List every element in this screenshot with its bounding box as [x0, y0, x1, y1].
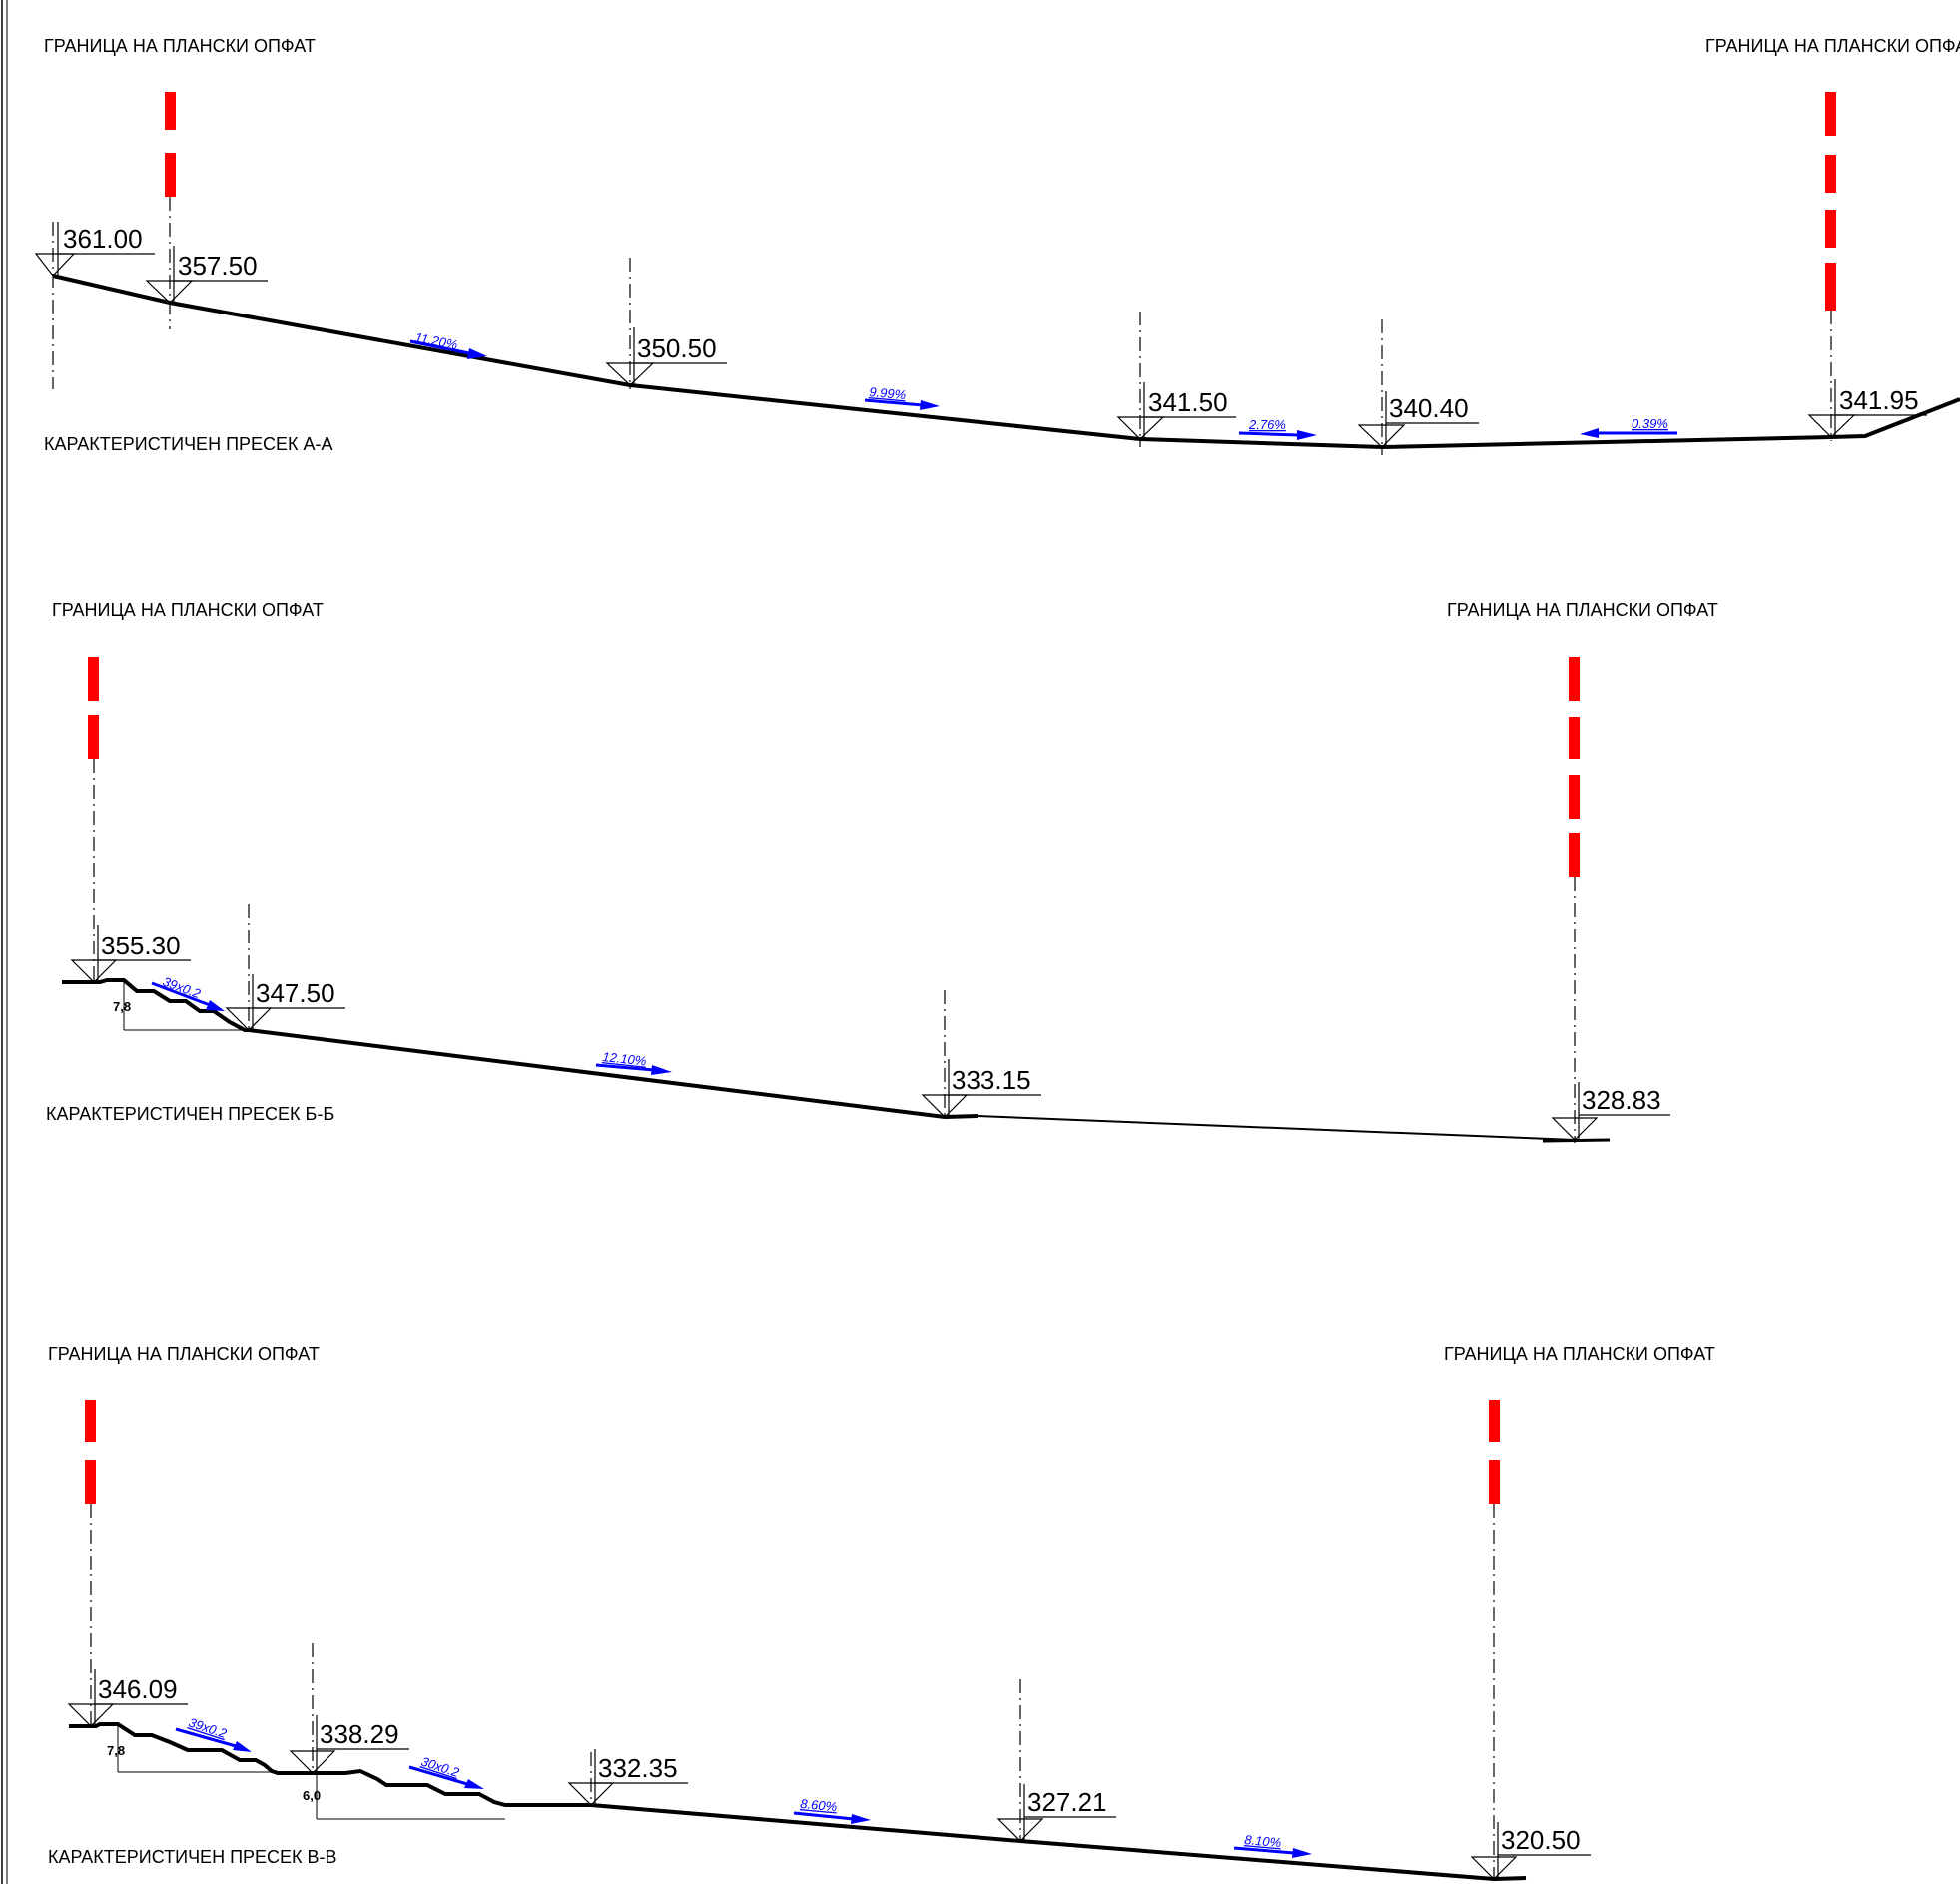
section-title-v: КАРАКТЕРИСТИЧЕН ПРЕСЕК В-В	[48, 1847, 337, 1867]
slope-arrow-a-4: 0.39%	[1580, 416, 1677, 438]
elevation-label: 338.29	[320, 1719, 399, 1749]
elevation-label: 361.00	[63, 224, 143, 254]
elevation-label: 341.50	[1148, 387, 1228, 417]
step-dimension-v-2: 6,0	[303, 1773, 505, 1820]
elevation-label: 333.15	[952, 1065, 1031, 1095]
section-title-b: КАРАКТЕРИСТИЧЕН ПРЕСЕК Б-Б	[46, 1104, 334, 1124]
slope-label: 8.60%	[800, 1796, 838, 1814]
elevation-marker-v-5: 320.50	[1470, 1822, 1591, 1880]
elevation-marker-v-3: 332.35	[567, 1749, 688, 1806]
boundary-label-a-left: ГРАНИЦА НА ПЛАНСКИ ОПФАТ	[44, 36, 316, 56]
slope-arrow-a-3: 2.76%	[1238, 417, 1317, 440]
elevation-label: 320.50	[1501, 1825, 1581, 1855]
terrain-profile-v	[69, 1722, 1527, 1882]
terrain-profile-b-tail	[977, 1115, 1576, 1141]
boundary-label-a-right: ГРАНИЦА НА ПЛАНСКИ ОПФАТ	[1705, 36, 1960, 56]
terrain-profile-a	[52, 274, 1960, 450]
step-label: 7,8	[107, 1743, 125, 1758]
slope-arrow-b-1: 39x0.2	[151, 974, 225, 1011]
elevation-label: 340.40	[1389, 393, 1469, 423]
step-label: 7,8	[113, 999, 131, 1014]
slope-arrow-a-1: 11.20%	[409, 329, 487, 359]
boundary-marker-a-right	[1825, 92, 1836, 311]
slope-label: 0.39%	[1632, 416, 1668, 431]
elevation-marker-b-2: 347.50	[225, 974, 345, 1031]
elevation-marker-v-4: 327.21	[996, 1784, 1116, 1842]
section-b-b: ГРАНИЦА НА ПЛАНСКИ ОПФАТ ГРАНИЦА НА ПЛАН…	[46, 600, 1718, 1143]
boundary-marker-b-left	[88, 657, 99, 759]
elevation-marker-a-1: 361.00	[34, 222, 155, 277]
slope-label: 9.99%	[869, 384, 907, 402]
boundary-marker-a-left	[165, 92, 176, 197]
elevation-marker-a-4: 341.50	[1116, 382, 1236, 440]
boundary-marker-v-left	[85, 1400, 96, 1504]
elevation-label: 327.21	[1027, 1787, 1107, 1817]
elevation-marker-a-5: 340.40	[1357, 391, 1479, 448]
boundary-marker-v-right	[1489, 1400, 1500, 1504]
slope-arrow-a-2: 9.99%	[864, 384, 940, 410]
elevation-marker-a-2: 357.50	[145, 246, 268, 304]
elevation-label: 341.95	[1839, 385, 1919, 415]
axis-lines-b	[93, 759, 1576, 1143]
boundary-label-v-left: ГРАНИЦА НА ПЛАНСКИ ОПФАТ	[48, 1344, 320, 1364]
axis-lines-v	[90, 1504, 1495, 1879]
elevation-label: 350.50	[637, 333, 717, 363]
slope-arrow-v-4: 8.10%	[1233, 1832, 1312, 1858]
slope-arrow-v-1: 39x0.2	[175, 1715, 252, 1752]
slope-arrow-v-3: 8.60%	[793, 1796, 871, 1824]
elevation-label: 355.30	[101, 931, 181, 960]
elevation-marker-b-4: 328.83	[1551, 1082, 1670, 1141]
elevation-marker-a-6: 341.95	[1807, 379, 1927, 438]
step-dimension-b: 7,8	[113, 980, 249, 1031]
axis-lines-a	[52, 197, 1832, 455]
boundary-label-b-left: ГРАНИЦА НА ПЛАНСКИ ОПФАТ	[52, 600, 324, 620]
slope-arrow-b-2: 12.10%	[595, 1049, 672, 1075]
elevation-label: 347.50	[256, 978, 335, 1008]
elevation-label: 346.09	[98, 1674, 178, 1704]
step-dimension-v-1: 7,8	[107, 1724, 278, 1773]
elevation-marker-b-3: 333.15	[921, 1059, 1041, 1118]
boundary-label-b-right: ГРАНИЦА НА ПЛАНСКИ ОПФАТ	[1447, 600, 1718, 620]
elevation-marker-v-2: 338.29	[289, 1715, 409, 1774]
slope-label: 12.10%	[602, 1049, 647, 1069]
elevation-label: 332.35	[598, 1753, 678, 1783]
elevation-label: 357.50	[178, 251, 258, 281]
elevation-label: 328.83	[1582, 1085, 1661, 1115]
terrain-profile-b-end	[1542, 1138, 1611, 1143]
slope-label: 2.76%	[1248, 417, 1286, 432]
slope-label: 8.10%	[1244, 1832, 1282, 1850]
elevation-marker-v-1: 346.09	[67, 1669, 188, 1727]
boundary-marker-b-right	[1569, 657, 1580, 877]
slope-arrow-v-2: 30x0.2	[408, 1754, 484, 1789]
elevation-marker-a-3: 350.50	[605, 327, 727, 386]
elevation-marker-b-1: 355.30	[70, 925, 191, 983]
section-title-a: КАРАКТЕРИСТИЧЕН ПРЕСЕК А-А	[44, 434, 333, 454]
boundary-label-v-right: ГРАНИЦА НА ПЛАНСКИ ОПФАТ	[1444, 1344, 1715, 1364]
section-v-v: ГРАНИЦА НА ПЛАНСКИ ОПФАТ ГРАНИЦА НА ПЛАН…	[48, 1344, 1715, 1882]
section-a-a: ГРАНИЦА НА ПЛАНСКИ ОПФАТ ГРАНИЦА НА ПЛАН…	[34, 36, 1960, 455]
step-label: 6,0	[303, 1788, 321, 1803]
